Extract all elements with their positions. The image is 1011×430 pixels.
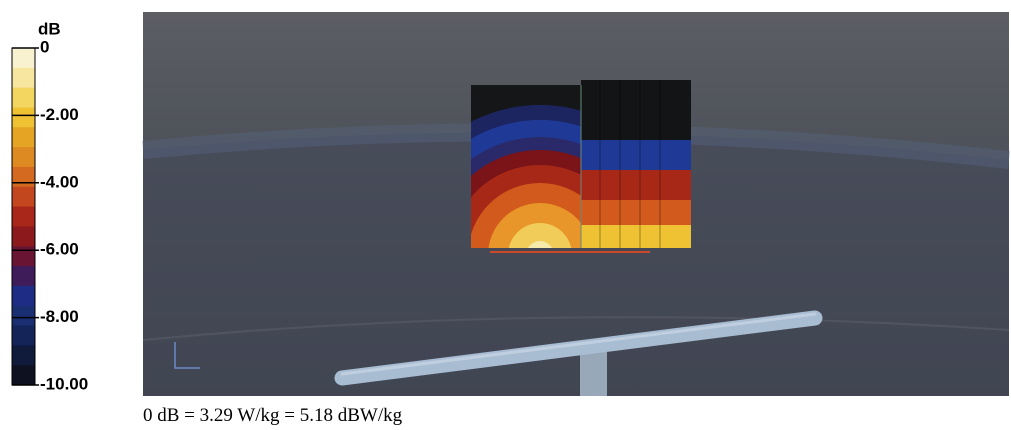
tick-label: -10.00 [40,374,88,393]
color-swatch [12,186,35,208]
color-swatch [12,285,35,307]
color-swatch [12,305,35,327]
unit-label: dB [38,19,61,38]
color-swatch [12,107,35,128]
color-swatch [12,325,35,346]
color-swatch [12,87,35,108]
color-scale: 0 -2.00 -4.00 -6.00 -8.00 -10.00 [11,37,88,393]
color-swatch [12,147,35,168]
caption: 0 dB = 3.29 W/kg = 5.18 dBW/kg [143,405,403,426]
color-swatch [12,48,35,69]
color-swatch [12,166,35,188]
tick-label: 0 [40,37,49,56]
color-swatch [12,266,35,287]
color-swatch [12,246,35,267]
tick-label: -6.00 [40,240,79,259]
color-swatch [12,365,35,386]
color-swatch [12,67,35,89]
color-swatch [12,345,35,366]
tick-label: -2.00 [40,105,79,124]
color-swatch [12,226,35,247]
render-view [142,12,1010,396]
tick-label: -8.00 [40,307,79,326]
color-swatch [12,127,35,148]
color-swatch [12,206,35,227]
tick-label: -4.00 [40,172,79,191]
